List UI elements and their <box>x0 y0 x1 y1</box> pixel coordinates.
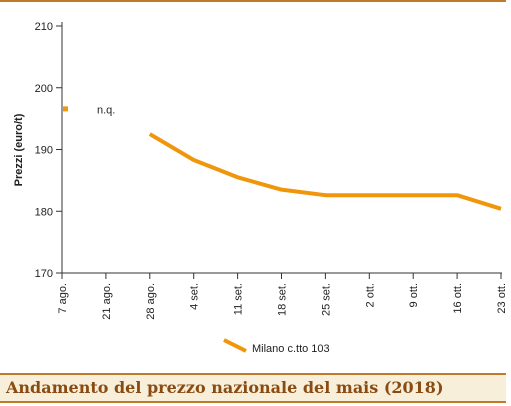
y-tick-label: 180 <box>35 206 53 218</box>
y-tick-label: 210 <box>35 21 53 33</box>
y-tick-label: 200 <box>35 83 53 95</box>
x-tick-label: 23 ott. <box>496 283 508 314</box>
x-tick-label: 16 ott. <box>452 283 464 314</box>
y-axis-title: Prezzi (euro/t) <box>13 113 25 186</box>
legend-label: Milano c.tto 103 <box>252 343 330 355</box>
x-tick-label: 9 ott. <box>408 283 420 307</box>
x-tick-label: 25 set. <box>320 283 332 316</box>
top-rule <box>0 0 506 2</box>
chart-title-bar: Andamento del prezzo nazionale del mais … <box>0 373 506 403</box>
x-tick-label: 4 set. <box>189 283 201 310</box>
series-line <box>148 132 502 211</box>
legend-swatch <box>223 338 247 353</box>
y-tick-label: 190 <box>35 145 53 157</box>
x-tick-label: 2 ott. <box>364 283 376 307</box>
x-tick-label: 11 set. <box>233 283 245 315</box>
annotation-marker <box>63 106 68 112</box>
annotation-label: n.q. <box>97 104 115 116</box>
y-tick-label: 170 <box>35 268 53 280</box>
x-tick-label: 18 set. <box>277 283 289 316</box>
chart-title: Andamento del prezzo nazionale del mais … <box>6 378 444 397</box>
x-tick-label: 21 ago. <box>101 283 113 320</box>
x-tick-label: 28 ago. <box>145 283 157 320</box>
x-tick-label: 7 ago. <box>57 283 69 314</box>
